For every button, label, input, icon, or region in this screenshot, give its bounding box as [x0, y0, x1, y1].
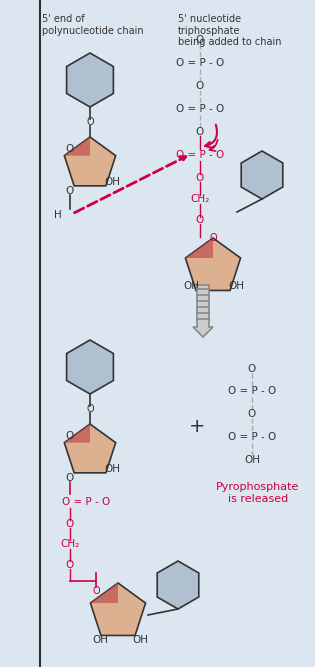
Text: O: O — [209, 233, 217, 243]
Text: O: O — [196, 35, 204, 45]
Text: O: O — [196, 173, 204, 183]
Polygon shape — [64, 137, 116, 155]
Polygon shape — [241, 151, 283, 199]
Text: O: O — [66, 186, 74, 196]
Text: O: O — [66, 519, 74, 529]
Text: OH: OH — [104, 464, 120, 474]
Text: OH: OH — [228, 281, 244, 291]
Text: Pyrophosphate
is released: Pyrophosphate is released — [216, 482, 300, 504]
Text: H: H — [54, 210, 62, 220]
Text: O: O — [196, 81, 204, 91]
Polygon shape — [186, 238, 241, 290]
Polygon shape — [90, 583, 146, 636]
Text: O = P - O: O = P - O — [62, 497, 110, 507]
Text: 5' nucleotide
triphosphate
being added to chain: 5' nucleotide triphosphate being added t… — [178, 14, 282, 47]
Text: O: O — [66, 473, 74, 483]
Text: OH: OH — [132, 635, 148, 645]
Text: O = P - O: O = P - O — [228, 432, 276, 442]
Polygon shape — [66, 53, 113, 107]
FancyArrow shape — [193, 285, 213, 337]
Text: O: O — [196, 215, 204, 225]
Text: CH₂: CH₂ — [190, 194, 209, 204]
Text: 5' end of
polynucleotide chain: 5' end of polynucleotide chain — [42, 14, 144, 35]
Text: O = P - O: O = P - O — [176, 150, 224, 160]
Text: OH: OH — [183, 281, 199, 291]
Text: O: O — [248, 409, 256, 419]
Text: O = P - O: O = P - O — [176, 58, 224, 68]
Text: O: O — [86, 117, 94, 127]
Polygon shape — [186, 238, 241, 258]
Text: O = P - O: O = P - O — [176, 104, 224, 114]
Text: OH: OH — [244, 455, 260, 465]
Text: O: O — [66, 431, 74, 441]
Text: O: O — [248, 364, 256, 374]
Text: O: O — [66, 560, 74, 570]
Polygon shape — [64, 424, 116, 473]
Polygon shape — [64, 424, 116, 443]
Text: O: O — [92, 586, 100, 596]
Text: O: O — [196, 127, 204, 137]
Text: CH₂: CH₂ — [60, 539, 80, 549]
Polygon shape — [64, 137, 116, 186]
Text: O: O — [86, 404, 94, 414]
Text: O = P - O: O = P - O — [228, 386, 276, 396]
Text: O: O — [66, 144, 74, 154]
Polygon shape — [90, 583, 146, 603]
Polygon shape — [157, 561, 199, 609]
Polygon shape — [66, 340, 113, 394]
Text: +: + — [189, 418, 205, 436]
Text: OH: OH — [104, 177, 120, 187]
Text: OH: OH — [92, 635, 108, 645]
